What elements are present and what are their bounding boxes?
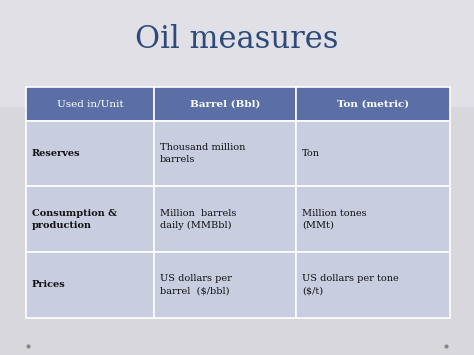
- Text: Prices: Prices: [32, 280, 65, 289]
- FancyBboxPatch shape: [296, 87, 450, 121]
- FancyBboxPatch shape: [154, 186, 296, 252]
- Text: Ton: Ton: [302, 149, 320, 158]
- Text: Reserves: Reserves: [32, 149, 81, 158]
- FancyBboxPatch shape: [296, 186, 450, 252]
- Text: Consumption &
production: Consumption & production: [32, 209, 117, 230]
- FancyBboxPatch shape: [154, 121, 296, 186]
- FancyBboxPatch shape: [296, 121, 450, 186]
- FancyBboxPatch shape: [296, 252, 450, 318]
- Text: Million  barrels
daily (MMBbl): Million barrels daily (MMBbl): [160, 208, 236, 230]
- Text: Oil measures: Oil measures: [135, 23, 339, 55]
- FancyBboxPatch shape: [154, 87, 296, 121]
- FancyBboxPatch shape: [26, 186, 154, 252]
- Text: Used in/Unit: Used in/Unit: [57, 99, 123, 108]
- Text: Ton (metric): Ton (metric): [337, 99, 410, 108]
- FancyBboxPatch shape: [26, 252, 154, 318]
- Text: US dollars per tone
($/t): US dollars per tone ($/t): [302, 274, 399, 295]
- FancyBboxPatch shape: [0, 0, 474, 106]
- Text: Barrel (Bbl): Barrel (Bbl): [190, 99, 260, 108]
- FancyBboxPatch shape: [154, 252, 296, 318]
- Text: US dollars per
barrel  ($/bbl): US dollars per barrel ($/bbl): [160, 274, 232, 295]
- Text: Thousand million
barrels: Thousand million barrels: [160, 143, 245, 164]
- FancyBboxPatch shape: [26, 87, 154, 121]
- Text: Million tones
(MMt): Million tones (MMt): [302, 209, 366, 230]
- FancyBboxPatch shape: [26, 121, 154, 186]
